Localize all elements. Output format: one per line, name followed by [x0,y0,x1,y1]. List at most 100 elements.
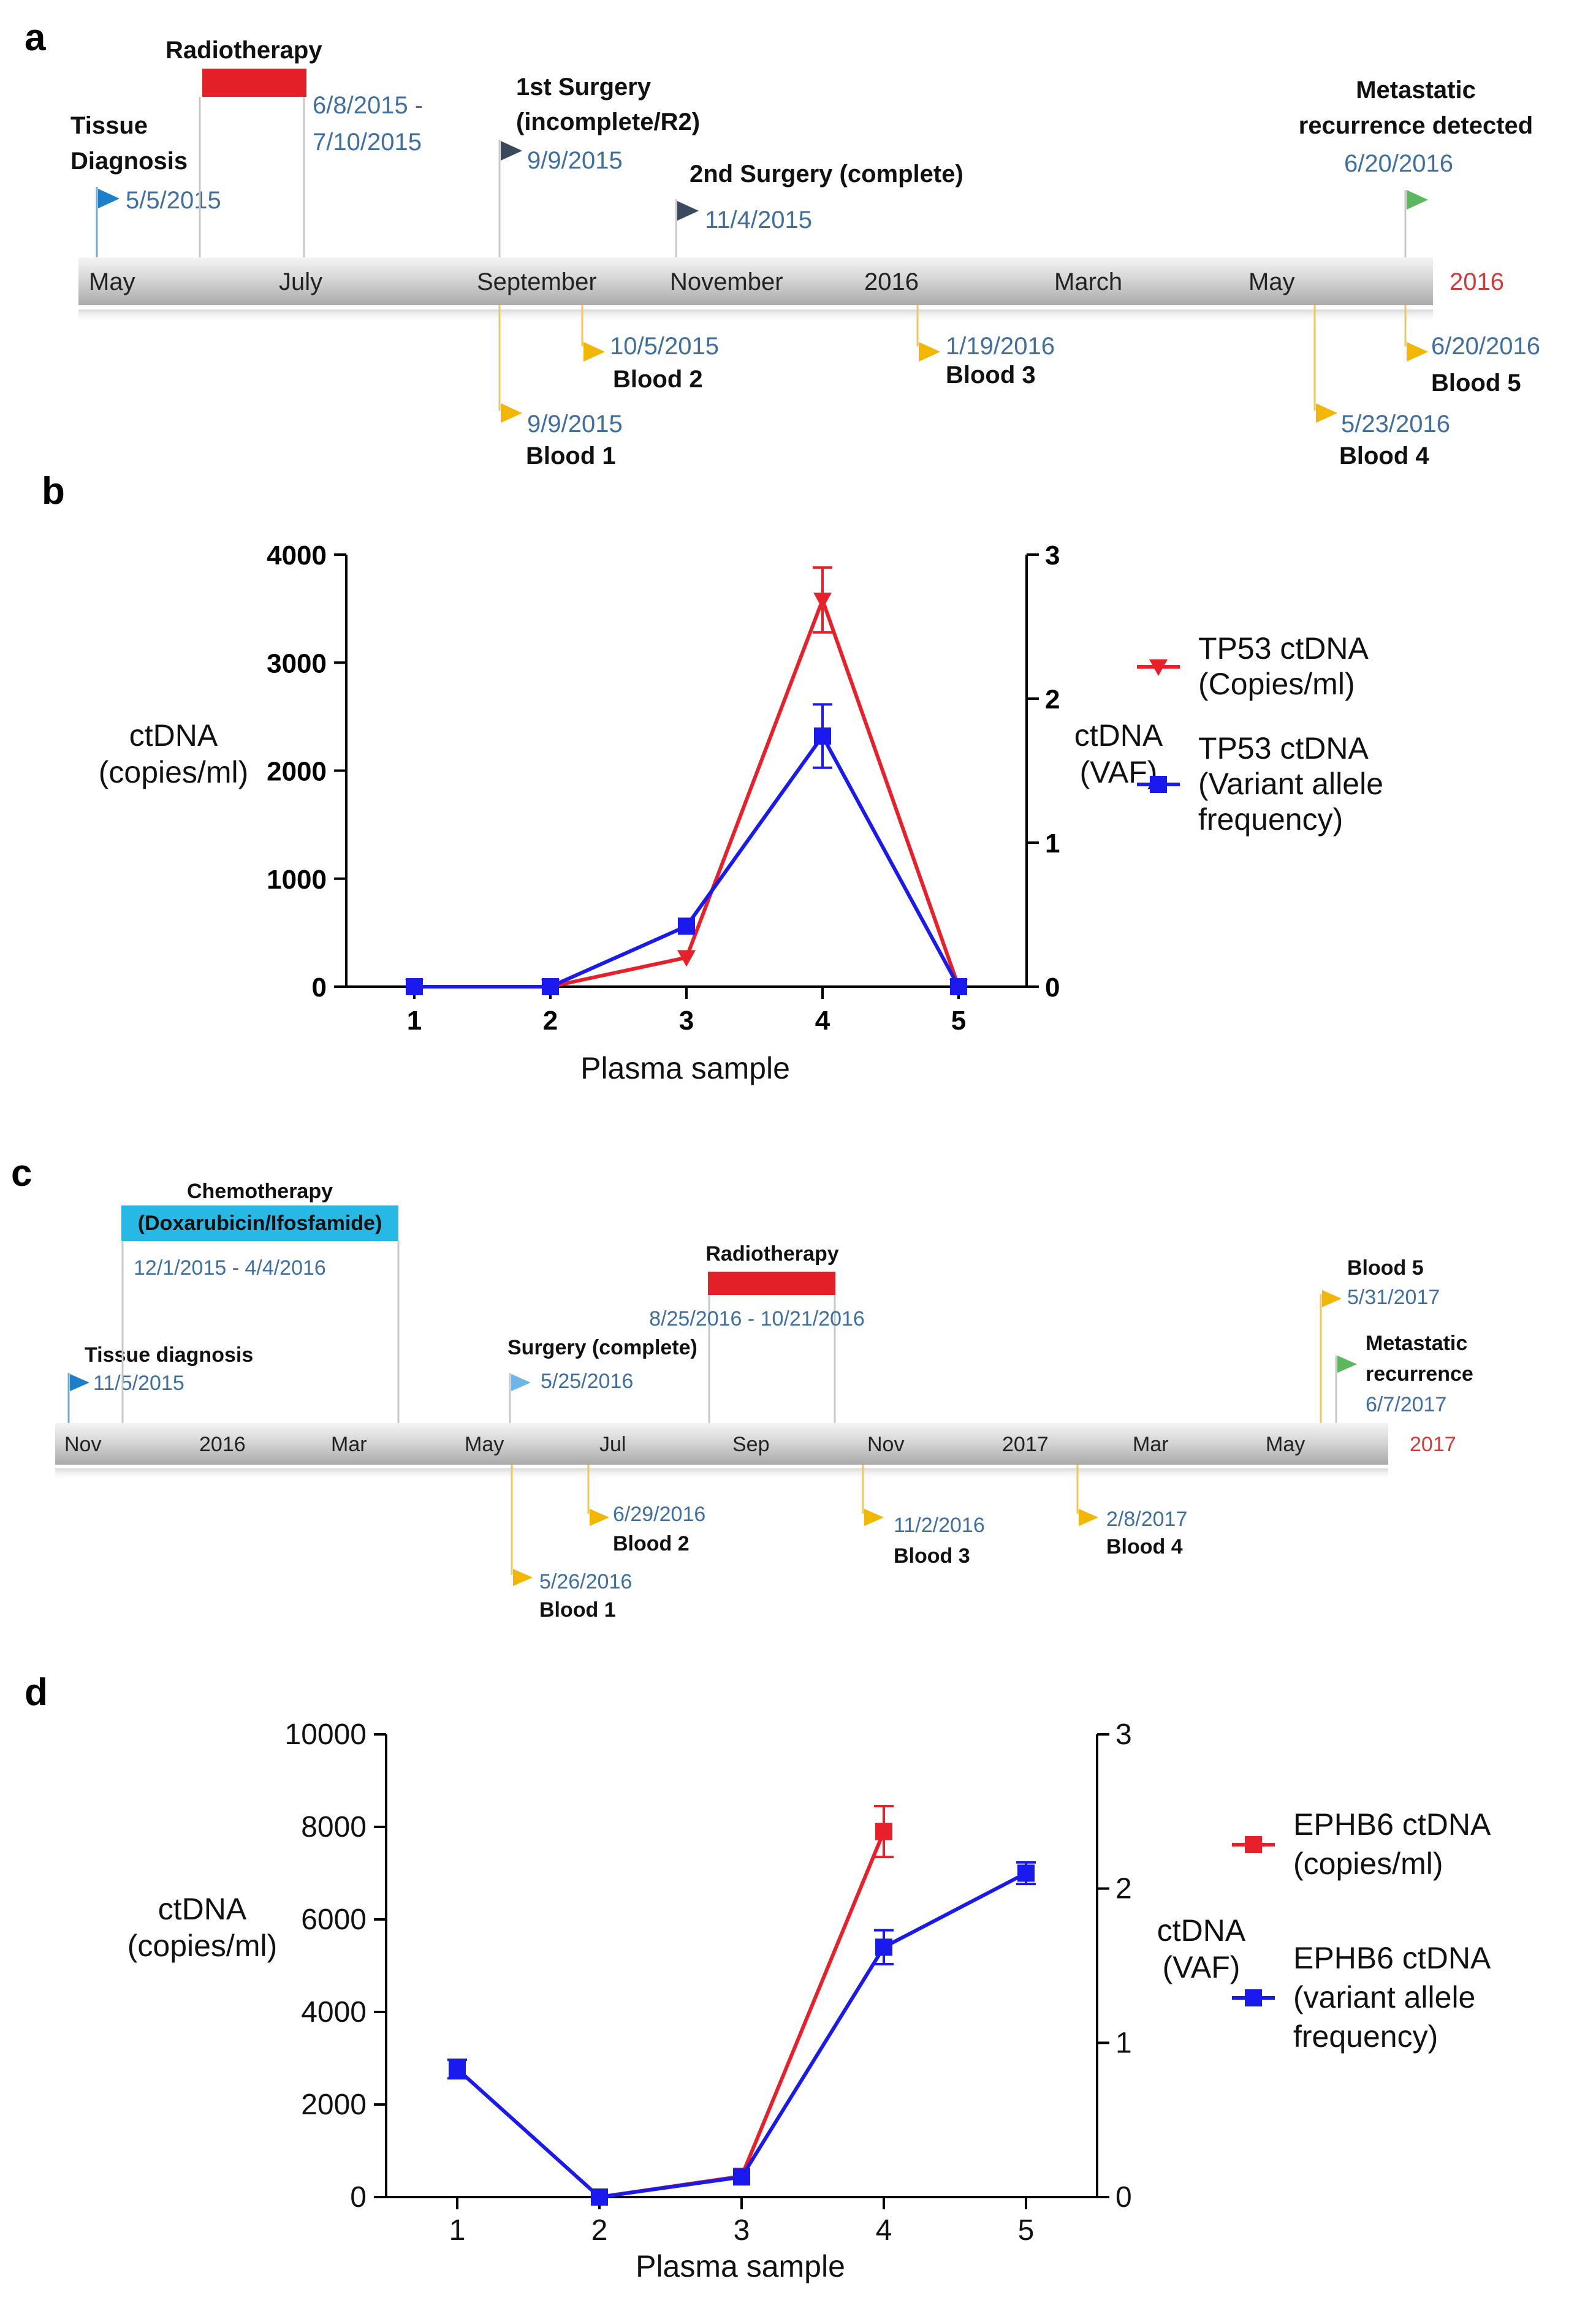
timeline-c-end-year: 2017 [1410,1433,1456,1456]
event-date: 5/31/2017 [1347,1286,1440,1309]
y-axis-label-left: ctDNA [158,1892,247,1926]
legend-swatch-marker [1245,1989,1262,2006]
blood-label: Blood 4 [1106,1535,1183,1558]
data-point [406,978,423,995]
panel-c: c Nov 2016 Mar May Jul Sep Nov 2017 Mar … [11,1152,1473,1622]
blood-label: Blood 1 [526,442,616,469]
event-title: Diagnosis [70,148,188,175]
y-tick-label-right: 3 [1045,541,1060,571]
timeline-a-months: May July September November 2016 March M… [89,268,1295,295]
x-tick-label: 2 [543,1006,558,1036]
event-title: recurrence [1366,1362,1473,1386]
event-surgery-c: Surgery (complete) 5/25/2016 [507,1336,697,1423]
timeline-c-month: May [1266,1433,1305,1456]
legend-label: TP53 ctDNA [1198,631,1369,666]
legend-label: (Variant allele [1198,767,1383,801]
y-axis-label-right: (VAF) [1163,1950,1241,1984]
x-tick-label: 4 [876,2214,892,2247]
event-title: Surgery (complete) [507,1336,697,1359]
blood-sample-3: 1/19/2016 Blood 3 [916,305,1055,389]
event-date: 8/25/2016 - 10/21/2016 [649,1307,865,1330]
legend-label: (variant allele [1293,1980,1475,2014]
timeline-c-month: Sep [732,1433,770,1456]
timeline-a-month: 2016 [864,268,919,295]
y-tick-label-left: 2000 [301,2089,367,2121]
legend-label: TP53 ctDNA [1198,731,1369,765]
timeline-c-months: Nov 2016 Mar May Jul Sep Nov 2017 Mar Ma… [64,1433,1305,1456]
timeline-c-month: Jul [599,1433,626,1456]
flag-icon [1322,1290,1342,1307]
timeline-c-month: Mar [331,1433,367,1456]
timeline-c-month: Nov [64,1433,101,1456]
event-date: 6/7/2017 [1366,1393,1446,1416]
y-tick-label-left: 3000 [267,648,327,678]
event-date: 6/20/2016 [1344,150,1453,177]
flag-icon [1079,1509,1098,1526]
blood-label: Blood 4 [1339,442,1429,469]
panel-d-letter: d [25,1671,48,1714]
blood-sample-5: 6/20/2016 Blood 5 [1404,305,1540,397]
flag-icon [70,1374,89,1391]
timeline-c-bar [55,1423,1388,1465]
x-axis-label: Plasma sample [636,2249,845,2283]
y-tick-label-left: 0 [350,2181,367,2214]
panel-a: a May July September November 2016 March… [25,17,1540,469]
y-axis-label-left: ctDNA [129,718,218,753]
event-date: 12/1/2015 - 4/4/2016 [134,1256,326,1280]
blood-label: Blood 2 [613,1532,690,1555]
y-tick-label-left: 4000 [301,1996,367,2029]
timeline-c-shadow [55,1468,1388,1481]
data-point [814,727,831,745]
x-tick-label: 1 [449,2214,466,2247]
y-axis-label-left: (copies/ml) [99,755,248,789]
blood-label: Blood 1 [539,1598,616,1622]
x-tick-label: 1 [407,1006,422,1036]
timeline-a-month: May [89,268,135,295]
event-title: 2nd Surgery (complete) [690,161,963,188]
blood-date: 5/26/2016 [539,1570,632,1593]
data-point [733,2168,750,2186]
y-axis-label-right: ctDNA [1074,718,1163,753]
blood-date: 5/23/2016 [1341,411,1450,438]
blood-date: 6/20/2016 [1431,333,1540,360]
timeline-c-month: 2016 [199,1433,246,1456]
timeline-a-month: May [1248,268,1295,295]
flag-icon [590,1509,609,1526]
y-tick-label-right: 1 [1115,2027,1132,2059]
y-tick-label-left: 1000 [267,865,327,895]
legend-label: EPHB6 ctDNA [1293,1941,1491,1975]
data-point [875,1823,892,1840]
blood-sample-2: 10/5/2015 Blood 2 [581,305,719,393]
y-tick-label-right: 0 [1115,2181,1132,2214]
timeline-c-month: Nov [867,1433,904,1456]
data-point [678,917,695,935]
flag-icon [583,342,605,362]
timeline-a-bar [78,257,1433,305]
panel-a-letter: a [25,17,46,59]
event-tissue-diagnosis-c: Tissue diagnosis 11/5/2015 [67,1343,253,1423]
series-line [414,734,960,989]
flag-icon [677,201,699,221]
event-title: Radiotherapy [165,37,322,64]
legend-label: frequency) [1198,802,1343,837]
event-tissue-diagnosis: Tissue Diagnosis 5/5/2015 [70,112,221,257]
event-chemotherapy: Chemotherapy (Doxarubicin/Ifosfamide) 12… [121,1180,400,1423]
x-tick-label: 5 [1018,2214,1035,2247]
timeline-c-month: May [465,1433,504,1456]
flag-icon [1316,403,1337,423]
legend-swatch-marker [1149,659,1168,676]
data-point [875,1938,892,1956]
event-title: Blood 5 [1347,1256,1424,1280]
event-title: recurrence detected [1299,112,1533,139]
event-blood-5-c: Blood 5 5/31/2017 [1320,1256,1440,1423]
panel-c-letter: c [11,1152,32,1194]
blood-date: 9/9/2015 [527,411,623,438]
event-second-surgery: 2nd Surgery (complete) 11/4/2015 [675,161,963,257]
series-line [455,1871,1027,2199]
event-date: 7/10/2015 [313,129,422,156]
event-date: 11/5/2015 [93,1372,184,1395]
